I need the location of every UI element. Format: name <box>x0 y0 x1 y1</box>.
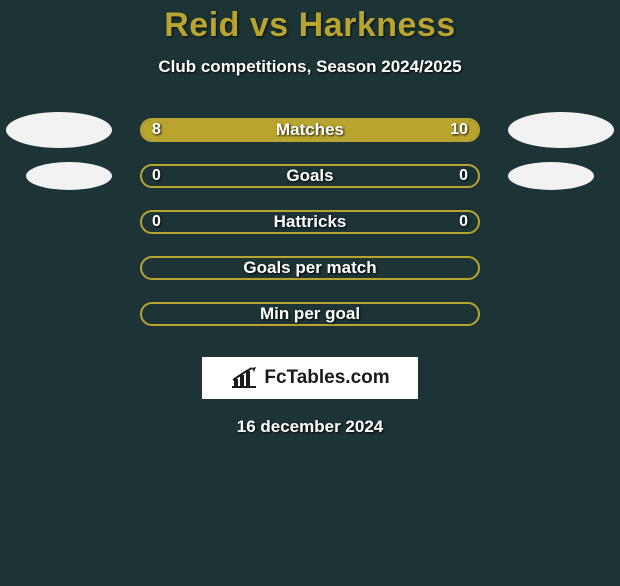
metric-row: Goals00 <box>0 153 620 199</box>
metric-row: Min per goal <box>0 291 620 337</box>
bar-track <box>140 164 480 188</box>
date-text: 16 december 2024 <box>0 417 620 437</box>
player-avatar-right <box>508 162 594 190</box>
bar-track <box>140 210 480 234</box>
player-avatar-right <box>508 112 614 148</box>
page-title: Reid vs Harkness <box>0 6 620 45</box>
metric-row: Hattricks00 <box>0 199 620 245</box>
bar-track <box>140 118 480 142</box>
bar-chart-icon <box>230 367 258 389</box>
bar-track <box>140 302 480 326</box>
bar-track <box>140 256 480 280</box>
metric-row: Goals per match <box>0 245 620 291</box>
logo-text: FcTables.com <box>264 367 389 389</box>
comparison-rows: Matches810Goals00Hattricks00Goals per ma… <box>0 107 620 337</box>
logo-box: FcTables.com <box>202 357 418 399</box>
bar-fill-left <box>142 120 290 140</box>
subtitle: Club competitions, Season 2024/2025 <box>0 57 620 77</box>
metric-row: Matches810 <box>0 107 620 153</box>
player-avatar-left <box>6 112 112 148</box>
bar-fill-right <box>290 120 478 140</box>
player-avatar-left <box>26 162 112 190</box>
